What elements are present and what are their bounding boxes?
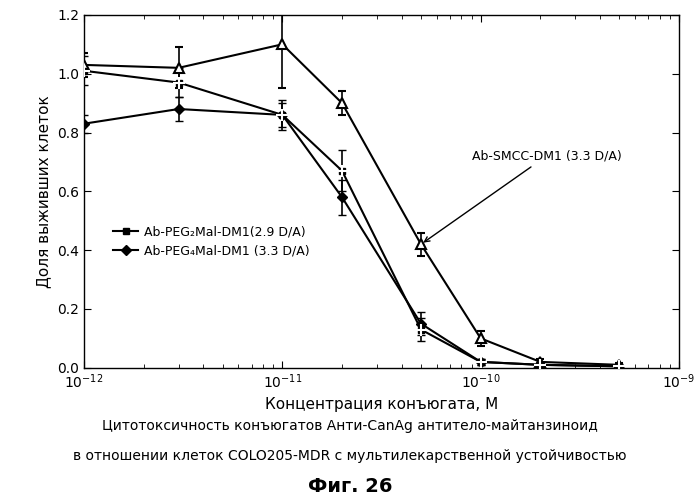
Text: Цитотоксичность конъюгатов Анти-CanAg антитело-майтанзиноид: Цитотоксичность конъюгатов Анти-CanAg ан… [102,419,598,433]
Text: Фиг. 26: Фиг. 26 [308,477,392,496]
Text: в отношении клеток COLO205-MDR с мультилекарственной устойчивостью: в отношении клеток COLO205-MDR с мультил… [74,449,626,463]
Y-axis label: Доля выживших клеток: Доля выживших клеток [36,95,52,288]
Legend: Ab-PEG₂Mal-DM1(2.9 D/A), Ab-PEG₄Mal-DM1 (3.3 D/A): Ab-PEG₂Mal-DM1(2.9 D/A), Ab-PEG₄Mal-DM1 … [108,221,315,263]
Text: Ab-SMCC-DM1 (3.3 D/A): Ab-SMCC-DM1 (3.3 D/A) [424,150,622,242]
X-axis label: Концентрация конъюгата, М: Концентрация конъюгата, М [265,397,498,412]
